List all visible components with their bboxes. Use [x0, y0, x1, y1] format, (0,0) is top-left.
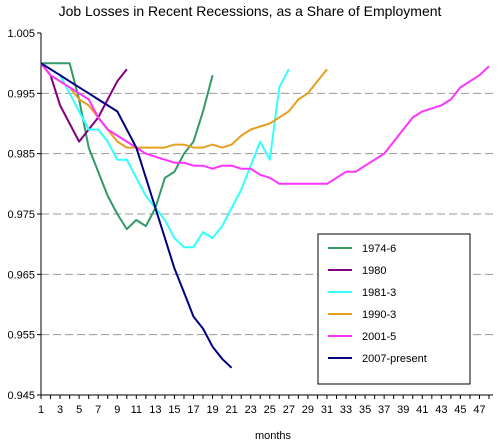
x-tick-label: 17 [187, 404, 199, 416]
x-tick-label: 23 [245, 404, 257, 416]
series-line-1981-3 [40, 62, 290, 249]
x-tick-label: 25 [264, 404, 276, 416]
x-tick-label: 39 [397, 404, 409, 416]
series-line-1990-3 [40, 62, 328, 149]
legend-label: 1980 [362, 265, 386, 277]
x-tick-label: 11 [131, 404, 142, 416]
legend-label: 2001-5 [362, 331, 396, 343]
series-lines [40, 62, 490, 369]
series-line-1974-6 [41, 62, 214, 231]
series-line-2007-present [40, 62, 233, 369]
x-tick-label: 27 [283, 404, 295, 416]
legend-label: 1981-3 [362, 287, 396, 299]
y-tick-label: 0.965 [7, 269, 35, 281]
y-tick-label: 0.975 [7, 209, 35, 221]
x-tick-label: 33 [340, 404, 352, 416]
x-tick-label: 3 [57, 404, 63, 416]
x-tick-label: 45 [454, 404, 466, 416]
legend-label: 1990-3 [362, 309, 396, 321]
x-tick-label: 1 [38, 404, 44, 416]
x-tick-label: 35 [359, 404, 371, 416]
x-axis-label: months [254, 430, 292, 442]
x-tick-label: 41 [416, 404, 428, 416]
x-tick-label: 21 [226, 404, 238, 416]
x-tick-label: 15 [168, 404, 180, 416]
x-tick-label: 43 [435, 404, 447, 416]
legend-label: 1974-6 [362, 243, 396, 255]
x-tick-label: 13 [149, 404, 161, 416]
legend: 1974-6 1980 1981-3 1990-3 2001-5 2007-present [317, 233, 471, 385]
x-tick-label: 9 [114, 404, 120, 416]
y-tick-label: 1.005 [7, 28, 35, 40]
x-tick-label: 19 [206, 404, 218, 416]
x-tick-label: 31 [321, 404, 333, 416]
x-tick-label: 47 [473, 404, 485, 416]
x-tick-label: 7 [95, 404, 101, 416]
chart-title: Job Losses in Recent Recessions, as a Sh… [58, 3, 442, 19]
legend-label: 2007-present [362, 353, 427, 365]
x-tick-label: 5 [76, 404, 82, 416]
series-line-1980 [40, 62, 128, 143]
y-tick-label: 0.945 [7, 390, 35, 402]
x-tick-label: 37 [378, 404, 390, 416]
y-tick-label: 0.985 [7, 149, 35, 161]
y-tick-label: 0.955 [7, 330, 35, 342]
y-tick-label: 0.995 [7, 88, 35, 100]
series-line-2001-5 [40, 62, 490, 185]
x-tick-label: 29 [302, 404, 314, 416]
